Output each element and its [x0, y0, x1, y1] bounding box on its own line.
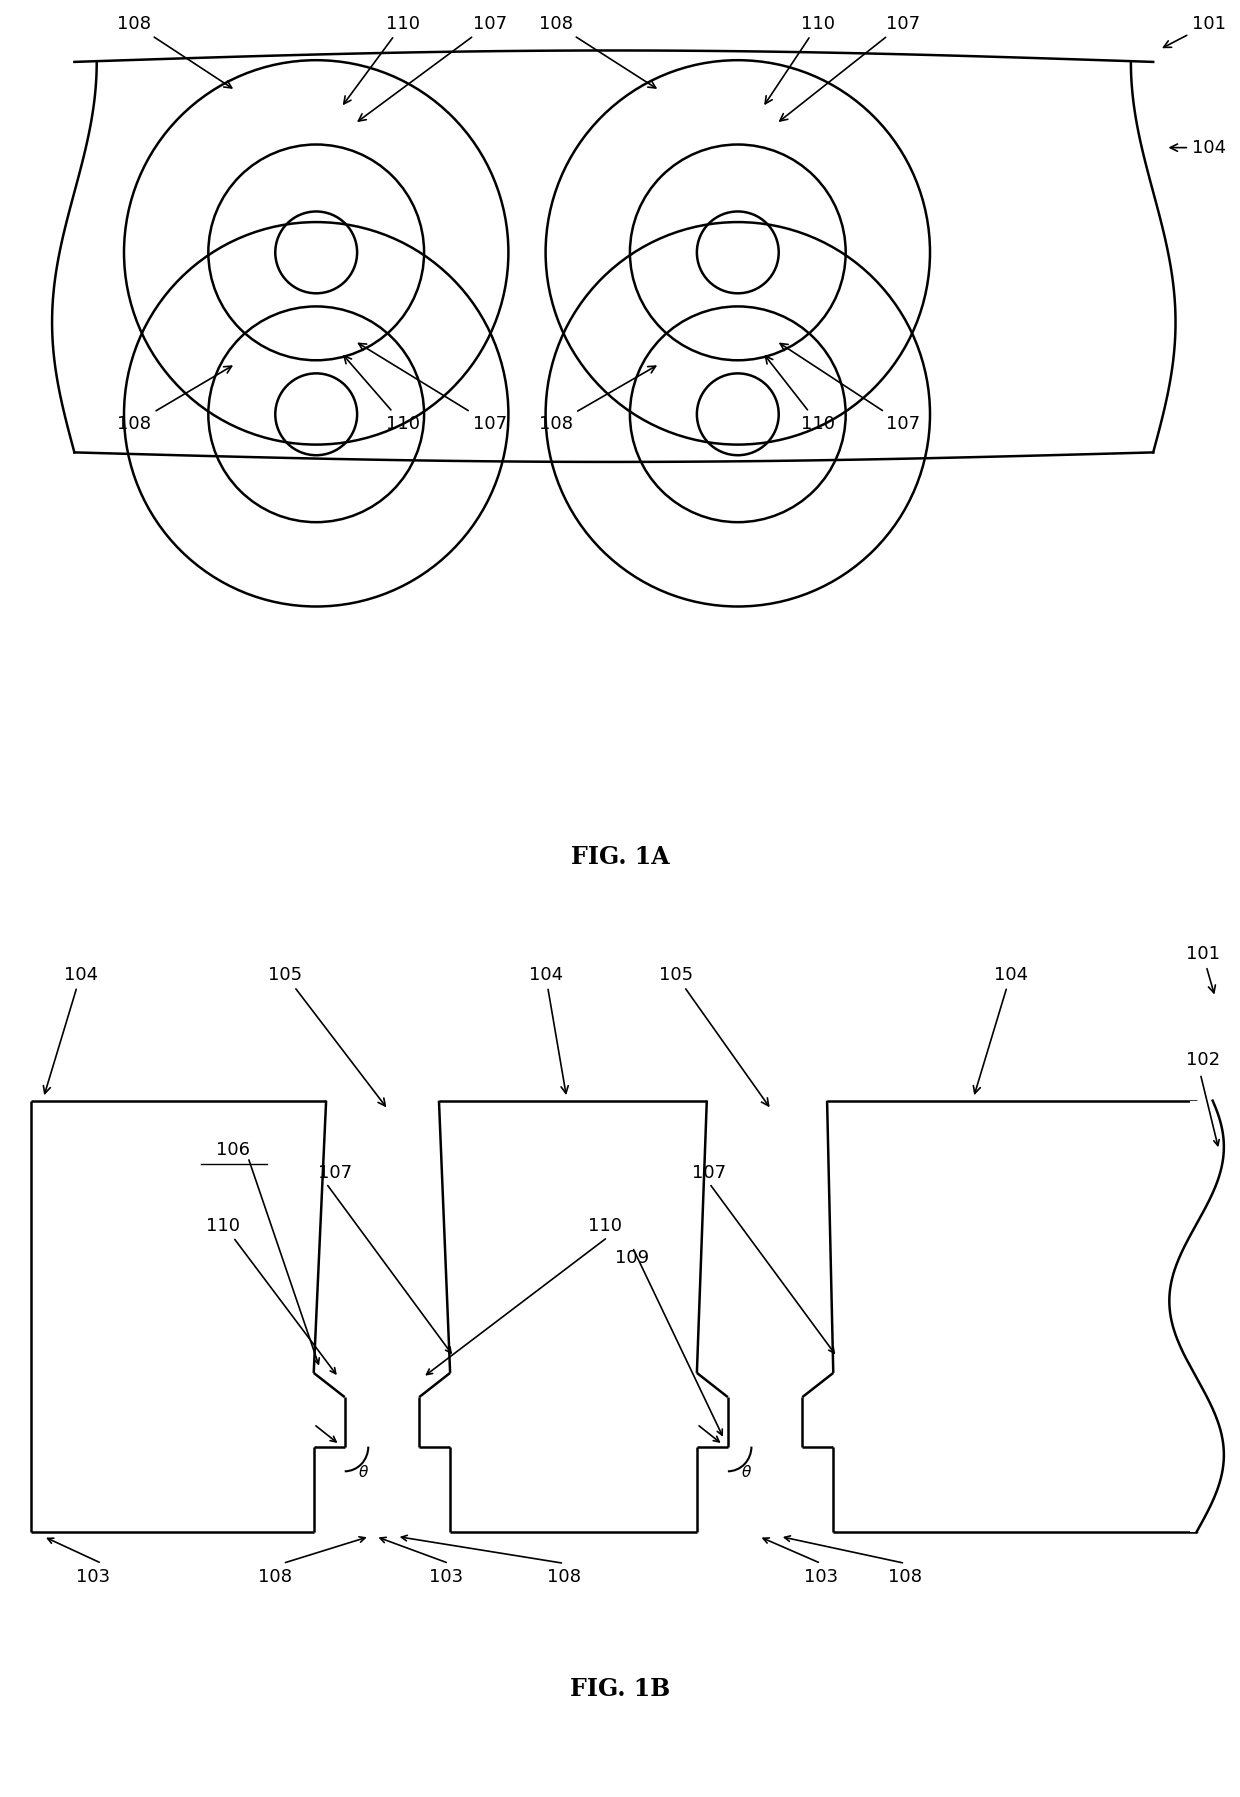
Polygon shape: [419, 1100, 728, 1398]
Polygon shape: [802, 1100, 1197, 1398]
Text: 104: 104: [1171, 138, 1226, 156]
Text: 110: 110: [343, 14, 420, 104]
Text: 109: 109: [615, 1249, 650, 1267]
Text: 110: 110: [765, 14, 836, 104]
Text: 107: 107: [780, 343, 920, 433]
Polygon shape: [419, 1398, 728, 1531]
Text: 105: 105: [268, 965, 386, 1105]
Text: 110: 110: [206, 1217, 241, 1236]
Text: FIG. 1B: FIG. 1B: [570, 1677, 670, 1702]
Text: 108: 108: [547, 1567, 582, 1587]
Polygon shape: [31, 1398, 345, 1531]
Text: 104: 104: [43, 965, 98, 1094]
Text: 110: 110: [588, 1217, 622, 1236]
Text: 102: 102: [1185, 1051, 1220, 1069]
Text: 103: 103: [429, 1567, 464, 1587]
Text: 107: 107: [692, 1163, 727, 1182]
Text: 103: 103: [76, 1567, 110, 1587]
Text: 110: 110: [343, 356, 420, 433]
Text: 110: 110: [765, 356, 836, 433]
Text: $\theta$: $\theta$: [358, 1465, 368, 1479]
Polygon shape: [802, 1398, 1197, 1531]
Text: 107: 107: [317, 1163, 352, 1182]
Text: 106: 106: [216, 1141, 250, 1159]
Text: 107: 107: [358, 14, 507, 120]
Text: $\theta$: $\theta$: [742, 1465, 751, 1479]
Polygon shape: [419, 1398, 728, 1531]
Text: 108: 108: [258, 1567, 293, 1587]
Text: 107: 107: [358, 343, 507, 433]
Text: 104: 104: [528, 965, 568, 1093]
Text: 108: 108: [538, 367, 656, 433]
Text: 103: 103: [804, 1567, 838, 1587]
Polygon shape: [1190, 1100, 1240, 1531]
Text: 108: 108: [888, 1567, 923, 1587]
Polygon shape: [31, 1100, 345, 1398]
Text: 105: 105: [658, 965, 769, 1105]
Text: 108: 108: [538, 14, 656, 88]
Text: 104: 104: [973, 965, 1028, 1094]
Text: 101: 101: [1163, 14, 1226, 47]
Text: 107: 107: [780, 14, 920, 120]
Text: FIG. 1A: FIG. 1A: [570, 845, 670, 870]
Text: 108: 108: [117, 367, 232, 433]
Text: 108: 108: [117, 14, 232, 88]
Text: 101: 101: [1185, 945, 1220, 994]
